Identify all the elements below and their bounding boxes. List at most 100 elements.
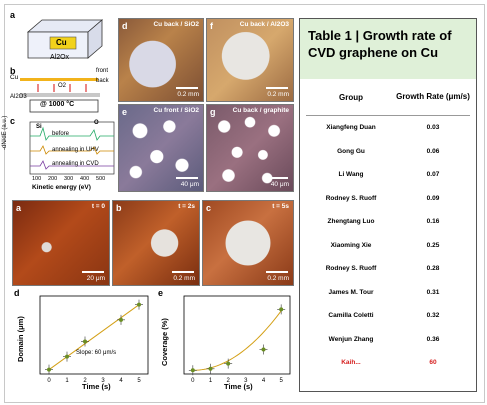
group-cell: Li Wang bbox=[338, 171, 364, 179]
x-tick-label: 0 bbox=[47, 378, 51, 384]
table-row: Camilla Coletti 0.32 bbox=[306, 304, 470, 328]
scale-label: 40 μm bbox=[270, 181, 289, 188]
x-axis-label: Time (s) bbox=[82, 382, 111, 391]
x-tick-label: 4 bbox=[262, 378, 266, 384]
group-cell: Wenjun Zhang bbox=[328, 335, 374, 343]
table-body: Xiangfeng Duan 0.03 Gong Gu 0.06 Li Wang 0.07… bbox=[300, 116, 476, 375]
data-point bbox=[137, 302, 141, 307]
substrate-label: Al2Ox bbox=[50, 54, 70, 61]
rate-cell: 0.25 bbox=[426, 241, 440, 249]
coverage-vs-time-chart: 0 1 2 3 4 5 bbox=[183, 295, 291, 384]
cu-label: Cu bbox=[56, 38, 67, 47]
front-label: front bbox=[96, 68, 109, 74]
x-axis-label: Kinetic energy (eV) bbox=[32, 184, 91, 191]
panel-letter: d bbox=[122, 21, 128, 31]
auger-spectra bbox=[29, 121, 115, 175]
group-cell: Kaih... bbox=[341, 359, 361, 367]
micrograph-caption: Cu front / SiO2 bbox=[153, 107, 200, 114]
panel-c: c -dN/dE (a.u.) Si O before annealing in… bbox=[2, 116, 118, 196]
x-tick-label: 3 bbox=[244, 378, 248, 384]
data-point bbox=[83, 339, 87, 344]
x-tick-label: 5 bbox=[279, 378, 283, 384]
table-row: Kaih... 60 bbox=[306, 351, 470, 375]
o2-label: O2 bbox=[58, 83, 67, 89]
micrograph-caption: Cu back / graphite bbox=[232, 107, 289, 114]
x-tick-label: 5 bbox=[137, 378, 141, 384]
panel-letter: c bbox=[10, 116, 16, 126]
micrograph-f: f Cu back / Al2O3 0.2 mm bbox=[206, 18, 294, 102]
x-tick-label: 1 bbox=[65, 378, 69, 384]
micrograph-caption: Cu back / SiO2 bbox=[153, 21, 199, 28]
group-cell: James M. Tour bbox=[328, 288, 374, 296]
group-cell: Xiangfeng Duan bbox=[326, 124, 376, 132]
x-tick-label: 1 bbox=[209, 378, 213, 384]
table-header-row: Group Growth Rate (μm/s) bbox=[306, 79, 470, 116]
x-tick: 200 bbox=[48, 176, 58, 182]
scale-bar bbox=[172, 271, 194, 273]
scale-label: 40 μm bbox=[180, 181, 199, 188]
group-cell: Rodney S. Ruoff bbox=[325, 265, 377, 273]
rate-cell: 0.36 bbox=[426, 335, 440, 343]
o-label: O bbox=[94, 120, 99, 126]
data-point bbox=[226, 361, 231, 366]
fit-line bbox=[192, 310, 282, 371]
table-row: Zhengtang Luo 0.16 bbox=[306, 210, 470, 234]
data-point bbox=[279, 307, 284, 312]
domain-vs-time-chart: 0 1 2 3 4 5 bbox=[39, 295, 149, 384]
micrograph-t5: c t = 5s 0.2 mm bbox=[202, 200, 294, 286]
table-row: Li Wang 0.07 bbox=[306, 163, 470, 187]
substrate-schematic bbox=[26, 19, 104, 59]
scale-bar bbox=[176, 177, 198, 179]
group-cell: Xiaoming Xie bbox=[330, 241, 372, 249]
table-row: Wenjun Zhang 0.36 bbox=[306, 328, 470, 352]
x-tick-label: 2 bbox=[226, 378, 230, 384]
micrograph-caption: Cu back / Al2O3 bbox=[239, 21, 289, 28]
panel-letter: b bbox=[10, 66, 16, 76]
rate-cell: 0.28 bbox=[426, 265, 440, 273]
group-cell: Camilla Coletti bbox=[328, 312, 374, 320]
scale-label: 20 μm bbox=[86, 275, 105, 282]
time-label: t = 2s bbox=[178, 203, 195, 210]
rate-cell: 60 bbox=[429, 359, 437, 367]
scale-label: 0.2 mm bbox=[267, 275, 289, 282]
column-header-rate: Growth Rate (μm/s) bbox=[396, 92, 470, 101]
panel-letter: b bbox=[116, 203, 122, 213]
trace-label: annealing in CVD bbox=[52, 161, 99, 167]
scale-bar bbox=[266, 177, 288, 179]
table-row: Rodney S. Ruoff 0.09 bbox=[306, 187, 470, 211]
table-title: Table 1 | Growth rate of CVD graphene on… bbox=[300, 19, 476, 79]
data-point bbox=[119, 317, 123, 322]
group-cell: Gong Gu bbox=[337, 147, 365, 155]
scale-label: 0.2 mm bbox=[267, 91, 289, 98]
group-cell: Rodney S. Ruoff bbox=[325, 194, 377, 202]
x-tick-label: 4 bbox=[119, 378, 123, 384]
table-row: Gong Gu 0.06 bbox=[306, 140, 470, 164]
slope-annotation: Slope: 60 μm/s bbox=[76, 350, 117, 356]
y-axis-label: -dN/dE (a.u.) bbox=[2, 115, 8, 150]
panel-a: a Cu Al2Ox bbox=[10, 10, 110, 68]
trace-label: annealing in UHV bbox=[52, 147, 99, 153]
rate-cell: 0.09 bbox=[426, 194, 440, 202]
data-point bbox=[65, 354, 69, 359]
time-label: t = 0 bbox=[91, 203, 105, 210]
panel-letter: a bbox=[10, 10, 16, 20]
table-row: James M. Tour 0.31 bbox=[306, 281, 470, 305]
data-point bbox=[190, 368, 195, 373]
micrograph-d: d Cu back / SiO2 0.2 mm bbox=[118, 18, 204, 102]
x-tick-label: 2 bbox=[83, 378, 87, 384]
group-cell: Zhengtang Luo bbox=[327, 218, 375, 226]
table-row: Rodney S. Ruoff 0.28 bbox=[306, 257, 470, 281]
si-label: Si bbox=[36, 124, 42, 130]
data-point bbox=[47, 367, 51, 372]
y-axis-label: Domain (μm) bbox=[16, 316, 25, 362]
substrate-label: Al2O3 bbox=[10, 94, 27, 100]
panel-letter: g bbox=[210, 107, 216, 117]
plot-frame bbox=[183, 295, 291, 375]
scale-label: 0.2 mm bbox=[173, 275, 195, 282]
trace-label: before bbox=[52, 131, 70, 137]
data-point bbox=[261, 347, 266, 352]
table-row: Xiangfeng Duan 0.03 bbox=[306, 116, 470, 140]
x-tick: 100 bbox=[32, 176, 42, 182]
rate-cell: 0.07 bbox=[426, 171, 440, 179]
panel-letter: c bbox=[206, 203, 212, 213]
